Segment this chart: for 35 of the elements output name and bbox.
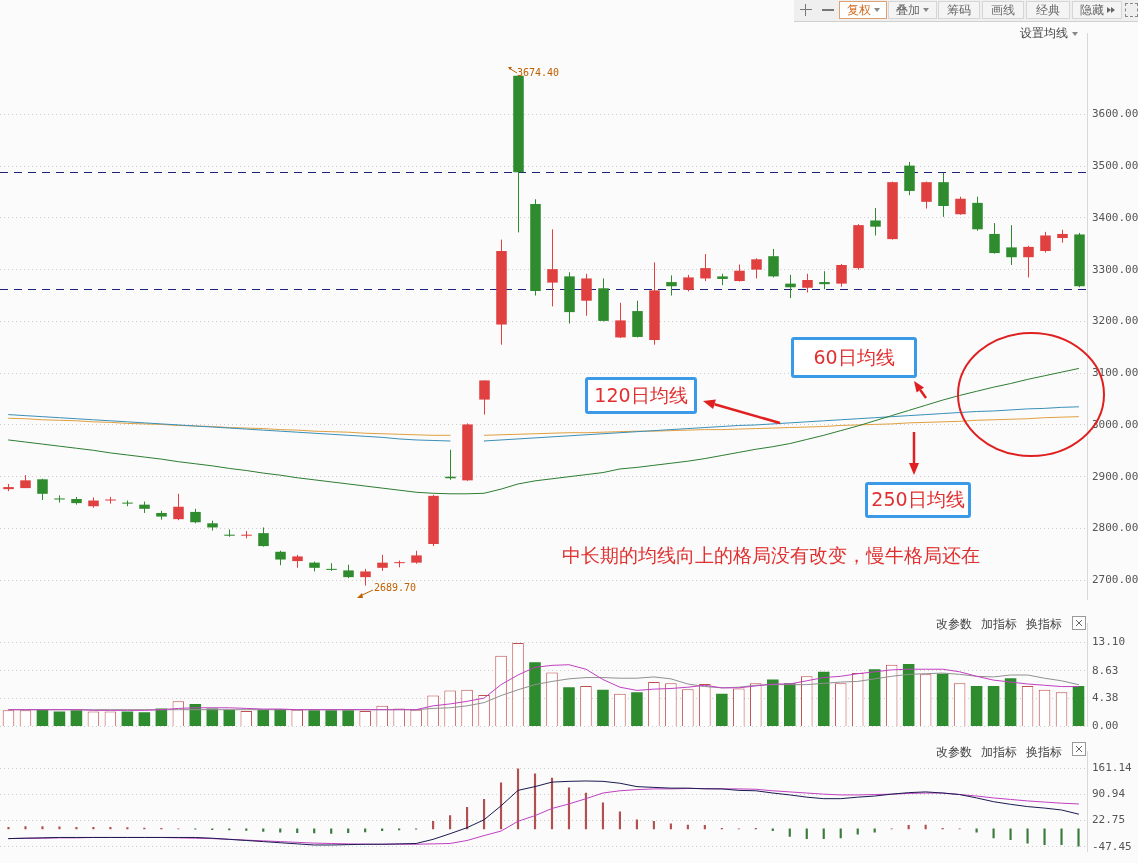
- annotation: 改参数: [936, 744, 972, 761]
- annotation: 中长期的均线向上的格局没有改变，慢牛格局还在: [562, 543, 980, 568]
- annotation: 3674.40: [517, 67, 560, 78]
- text: 隐藏: [1079, 1, 1104, 19]
- y-tick-label: 3300.00: [1092, 262, 1138, 276]
- annotation: 250日均线: [865, 482, 971, 518]
- y-tick-label: 8.63: [1092, 663, 1119, 677]
- y-tick-label: 13.10: [1092, 635, 1126, 649]
- y-tick-label: 22.75: [1092, 813, 1126, 827]
- annotation: 60日均线: [791, 337, 917, 378]
- y-tick-label: -47.45: [1092, 839, 1132, 853]
- y-tick-label: 2800.00: [1092, 521, 1138, 535]
- annotation: 120日均线: [585, 377, 697, 414]
- text: 经典: [1036, 1, 1060, 19]
- annotation: 设置均线: [1020, 25, 1068, 42]
- y-tick-label: 3600.00: [1092, 107, 1138, 121]
- y-tick-label: 3500.00: [1092, 158, 1138, 172]
- annotation: 加指标: [981, 616, 1017, 633]
- annotation: 换指标: [1026, 616, 1062, 633]
- annotation: 加指标: [981, 744, 1017, 761]
- annotation: 换指标: [1026, 744, 1062, 761]
- y-tick-label: 3200.00: [1092, 314, 1138, 328]
- y-tick-label: 2700.00: [1092, 573, 1138, 587]
- y-tick-label: 3400.00: [1092, 210, 1138, 224]
- text: 复权: [846, 1, 871, 19]
- text: 筹码: [947, 1, 971, 19]
- annotation: 2689.70: [374, 582, 417, 593]
- annotation: 改参数: [936, 616, 972, 633]
- y-tick-label: 161.14: [1092, 760, 1133, 774]
- y-tick-label: 2900.00: [1092, 469, 1138, 483]
- text: 画线: [991, 1, 1015, 19]
- y-tick-label: 4.38: [1092, 691, 1119, 705]
- y-tick-label: 90.94: [1092, 787, 1126, 801]
- y-tick-label: 0.00: [1092, 719, 1119, 733]
- text: 叠加: [896, 1, 920, 19]
